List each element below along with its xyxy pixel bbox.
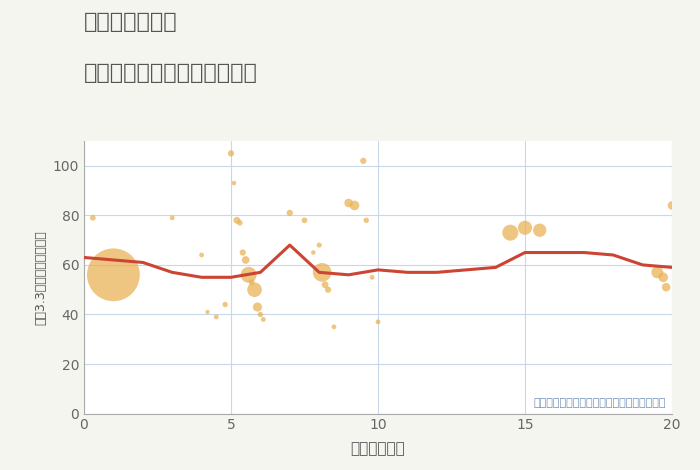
Point: [284, 209, 295, 217]
Point: [255, 311, 266, 318]
Point: [316, 268, 328, 276]
Y-axis label: 坪（3.3㎡）単価（万円）: 坪（3.3㎡）単価（万円）: [34, 230, 47, 325]
Point: [249, 286, 260, 293]
Point: [243, 271, 254, 279]
Point: [258, 316, 269, 323]
Text: 駅距離別中古マンション価格: 駅距離別中古マンション価格: [84, 63, 258, 84]
Point: [225, 149, 237, 157]
Point: [367, 274, 378, 281]
Point: [349, 202, 360, 209]
Point: [669, 209, 680, 217]
Text: 三重県松阪駅の: 三重県松阪駅の: [84, 12, 178, 32]
Point: [220, 301, 231, 308]
Point: [108, 271, 119, 279]
Point: [202, 308, 213, 316]
Point: [196, 251, 207, 259]
Point: [88, 214, 99, 221]
Point: [360, 217, 372, 224]
Point: [652, 268, 663, 276]
Point: [534, 227, 545, 234]
Point: [231, 217, 242, 224]
Point: [323, 286, 334, 293]
Point: [319, 281, 330, 289]
Point: [237, 249, 248, 256]
Point: [299, 217, 310, 224]
Point: [519, 224, 531, 232]
Point: [211, 313, 222, 321]
Point: [657, 274, 668, 281]
X-axis label: 駅距離（分）: 駅距離（分）: [351, 441, 405, 456]
Point: [240, 256, 251, 264]
Point: [505, 229, 516, 236]
Point: [252, 303, 263, 311]
Point: [308, 249, 319, 256]
Point: [661, 283, 672, 291]
Point: [246, 279, 257, 286]
Point: [314, 241, 325, 249]
Point: [228, 180, 239, 187]
Point: [358, 157, 369, 164]
Point: [372, 318, 384, 326]
Point: [328, 323, 339, 330]
Point: [234, 219, 246, 227]
Text: 円の大きさは、取引のあった物件面積を示す: 円の大きさは、取引のあった物件面積を示す: [533, 398, 666, 408]
Point: [666, 202, 678, 209]
Point: [167, 214, 178, 221]
Point: [343, 199, 354, 207]
